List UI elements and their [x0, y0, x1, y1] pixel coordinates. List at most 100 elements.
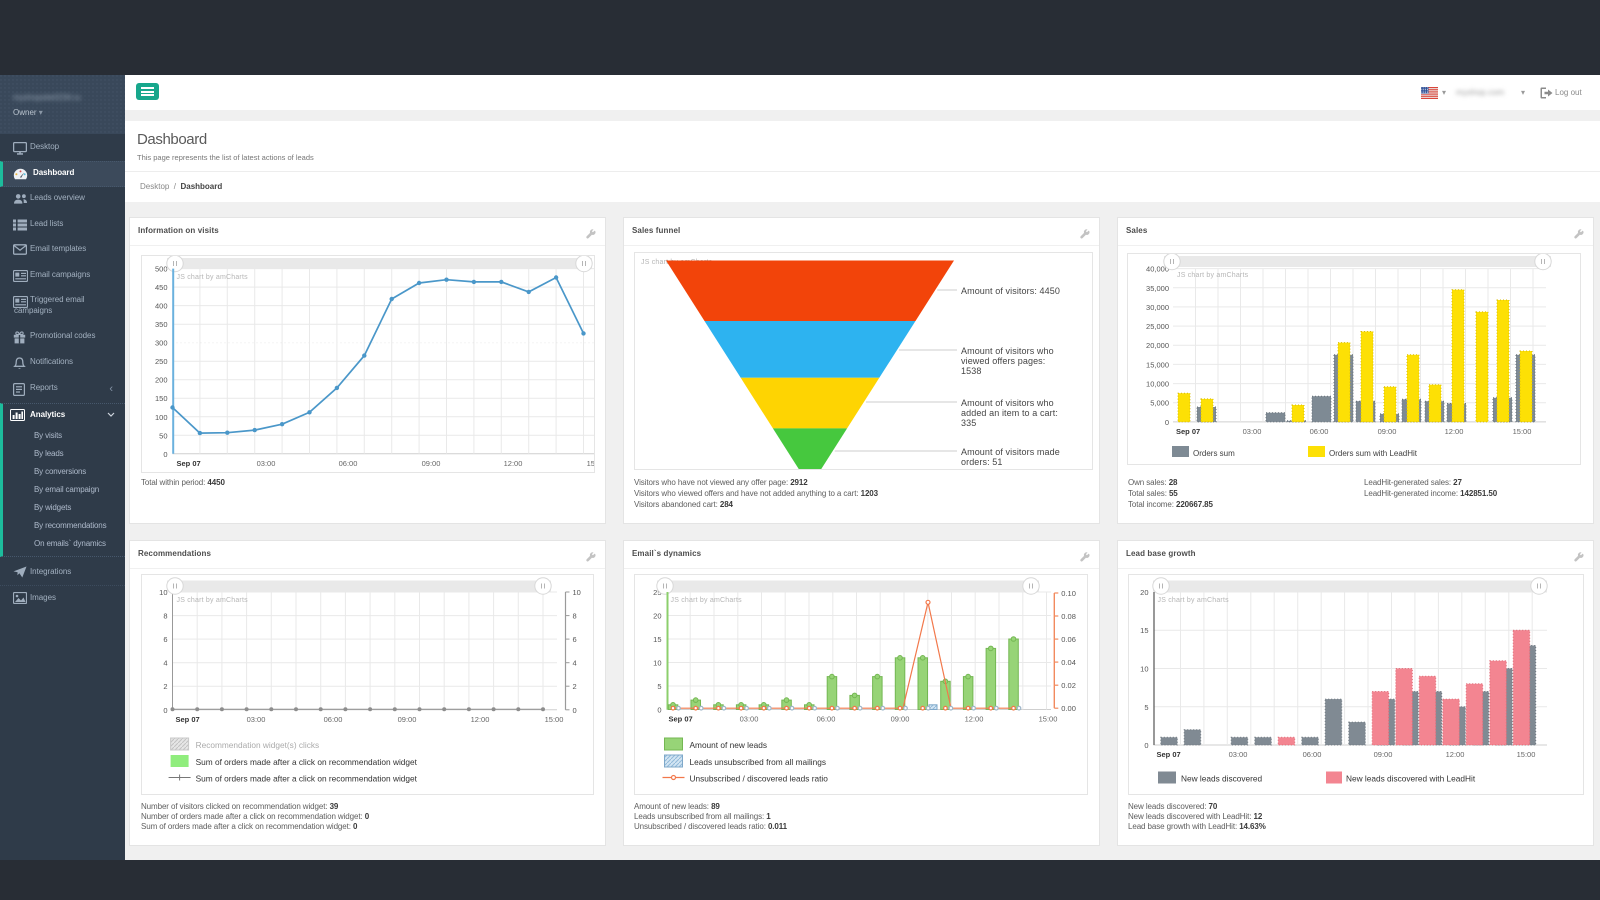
- svg-text:0.08: 0.08: [1061, 612, 1076, 621]
- svg-text:30,000: 30,000: [1146, 303, 1169, 312]
- svg-text:Amount of new leads: Amount of new leads: [690, 740, 767, 750]
- svg-text:20,000: 20,000: [1146, 341, 1169, 350]
- svg-text:5,000: 5,000: [1150, 399, 1169, 408]
- svg-text:added an item to a cart:: added an item to a cart:: [961, 408, 1058, 418]
- svg-text:06:00: 06:00: [1310, 427, 1329, 436]
- svg-text:03:00: 03:00: [1229, 750, 1248, 759]
- svg-text:Sep 07: Sep 07: [1176, 427, 1200, 436]
- svg-text:200: 200: [155, 376, 168, 385]
- svg-text:09:00: 09:00: [398, 715, 417, 724]
- svg-text:150: 150: [155, 394, 168, 403]
- svg-text:10: 10: [159, 588, 167, 597]
- svg-text:12:00: 12:00: [504, 459, 523, 468]
- svg-text:JS chart by amCharts: JS chart by amCharts: [1177, 272, 1249, 279]
- svg-text:4: 4: [573, 659, 577, 668]
- svg-text:2: 2: [163, 682, 167, 691]
- svg-text:09:00: 09:00: [422, 459, 441, 468]
- svg-text:25: 25: [653, 588, 661, 597]
- svg-text:15:00: 15:00: [1513, 427, 1532, 436]
- svg-text:10,000: 10,000: [1146, 380, 1169, 389]
- svg-text:09:00: 09:00: [1378, 427, 1397, 436]
- svg-text:0: 0: [573, 706, 577, 715]
- svg-text:100: 100: [155, 413, 168, 422]
- svg-text:0.00: 0.00: [1061, 704, 1076, 713]
- svg-text:Sep 07: Sep 07: [176, 715, 200, 724]
- svg-text:0.10: 0.10: [1061, 589, 1076, 598]
- svg-text:250: 250: [155, 357, 168, 366]
- svg-text:20: 20: [653, 612, 661, 621]
- svg-text:8: 8: [163, 612, 167, 621]
- svg-text:15:00: 15:00: [545, 715, 564, 724]
- svg-text:0: 0: [163, 450, 167, 459]
- svg-text:Recommendation widget(s) click: Recommendation widget(s) clicks: [196, 740, 320, 750]
- svg-text:35,000: 35,000: [1146, 284, 1169, 293]
- svg-text:15,000: 15,000: [1146, 360, 1169, 369]
- svg-text:06:00: 06:00: [1303, 750, 1322, 759]
- svg-text:15:00: 15:00: [587, 459, 595, 468]
- svg-text:25,000: 25,000: [1146, 322, 1169, 331]
- svg-text:Amount of visitors made: Amount of visitors made: [961, 447, 1060, 457]
- svg-text:New leads discovered: New leads discovered: [1181, 774, 1263, 784]
- svg-text:5: 5: [657, 682, 661, 691]
- svg-text:Leads unsubscribed from all ma: Leads unsubscribed from all mailings: [690, 757, 827, 767]
- svg-text:Sep 07: Sep 07: [177, 459, 201, 468]
- svg-text:0: 0: [163, 706, 167, 715]
- svg-text:0: 0: [1144, 741, 1148, 750]
- svg-text:15: 15: [1140, 626, 1148, 635]
- svg-text:450: 450: [155, 283, 168, 292]
- svg-text:orders: 51: orders: 51: [961, 457, 1003, 467]
- svg-text:12:00: 12:00: [1446, 750, 1465, 759]
- svg-text:03:00: 03:00: [247, 715, 266, 724]
- svg-text:03:00: 03:00: [257, 459, 276, 468]
- svg-text:40,000: 40,000: [1146, 265, 1169, 274]
- svg-text:JS chart by amCharts: JS chart by amCharts: [177, 274, 249, 281]
- svg-text:JS chart by amCharts: JS chart by amCharts: [1158, 597, 1230, 604]
- svg-text:Sep 07: Sep 07: [1157, 750, 1181, 759]
- svg-text:10: 10: [573, 588, 581, 597]
- svg-text:Unsubscribed / discovered lead: Unsubscribed / discovered leads ratio: [690, 774, 829, 784]
- svg-text:Amount of visitors who: Amount of visitors who: [961, 346, 1054, 356]
- svg-text:viewed offers pages:: viewed offers pages:: [961, 356, 1045, 366]
- svg-text:15:00: 15:00: [1517, 750, 1536, 759]
- svg-text:50: 50: [159, 431, 167, 440]
- svg-text:0: 0: [1165, 418, 1169, 427]
- svg-text:JS chart by amCharts: JS chart by amCharts: [671, 597, 743, 604]
- svg-text:06:00: 06:00: [324, 715, 343, 724]
- svg-text:5: 5: [1144, 703, 1148, 712]
- svg-text:20: 20: [1140, 588, 1148, 597]
- svg-text:Orders sum: Orders sum: [1193, 449, 1235, 458]
- svg-text:03:00: 03:00: [740, 715, 759, 724]
- svg-text:03:00: 03:00: [1243, 427, 1262, 436]
- svg-text:400: 400: [155, 302, 168, 311]
- svg-text:0.06: 0.06: [1061, 635, 1076, 644]
- svg-text:0: 0: [657, 706, 661, 715]
- svg-text:Orders sum with LeadHit: Orders sum with LeadHit: [1329, 449, 1418, 458]
- svg-text:Sum of orders made after a cli: Sum of orders made after a click on reco…: [196, 774, 418, 784]
- svg-text:15:00: 15:00: [1039, 715, 1058, 724]
- svg-text:JS chart by amCharts: JS chart by amCharts: [177, 597, 249, 604]
- svg-text:2: 2: [573, 682, 577, 691]
- svg-text:10: 10: [653, 659, 661, 668]
- svg-text:1538: 1538: [961, 366, 981, 376]
- svg-text:New leads discovered with Lead: New leads discovered with LeadHit: [1346, 774, 1476, 784]
- svg-text:06:00: 06:00: [339, 459, 358, 468]
- svg-text:Amount of visitors who: Amount of visitors who: [961, 398, 1054, 408]
- svg-text:Sep 07: Sep 07: [669, 715, 693, 724]
- svg-text:0.02: 0.02: [1061, 681, 1076, 690]
- svg-text:350: 350: [155, 320, 168, 329]
- svg-text:8: 8: [573, 612, 577, 621]
- svg-text:06:00: 06:00: [817, 715, 836, 724]
- svg-text:09:00: 09:00: [1374, 750, 1393, 759]
- svg-text:Sum of orders made after a cli: Sum of orders made after a click on reco…: [196, 757, 418, 767]
- svg-text:Amount of visitors: 4450: Amount of visitors: 4450: [961, 286, 1060, 296]
- svg-text:6: 6: [573, 635, 577, 644]
- svg-text:4: 4: [163, 659, 167, 668]
- svg-text:500: 500: [155, 265, 168, 274]
- svg-text:6: 6: [163, 635, 167, 644]
- svg-text:12:00: 12:00: [1445, 427, 1464, 436]
- svg-text:12:00: 12:00: [965, 715, 984, 724]
- svg-text:15: 15: [653, 635, 661, 644]
- svg-text:335: 335: [961, 418, 976, 428]
- svg-text:12:00: 12:00: [471, 715, 490, 724]
- svg-text:09:00: 09:00: [891, 715, 910, 724]
